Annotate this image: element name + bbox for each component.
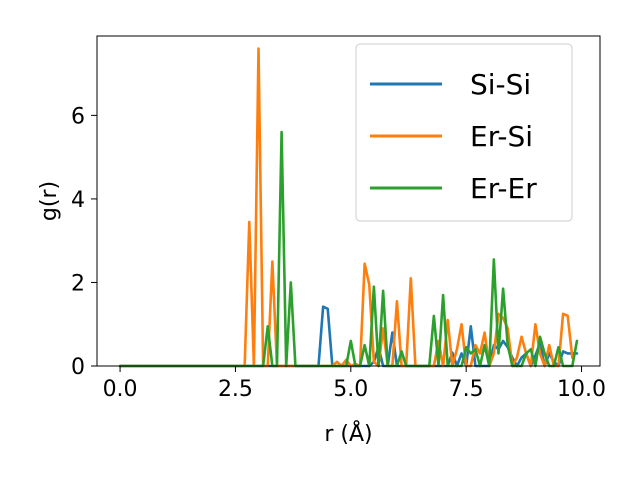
legend-label: Er-Si <box>470 120 533 153</box>
legend-label: Er-Er <box>470 172 537 205</box>
axes-frame <box>96 35 601 367</box>
x-tick-label: 7.5 <box>449 377 484 402</box>
x-axis-ticks: 0.0 2.5 5.0 7.5 10.0 <box>103 366 606 402</box>
y-tick-label: 4 <box>71 188 85 213</box>
y-axis-ticks: 0 2 4 6 <box>71 104 97 380</box>
y-tick-label: 6 <box>71 104 85 129</box>
x-tick-label: 10.0 <box>557 377 606 402</box>
y-axis-label: g(r) <box>37 181 62 221</box>
legend-box <box>355 43 573 222</box>
legend: Si-Si Er-Si Er-Er <box>355 43 573 222</box>
x-tick-label: 5.0 <box>333 377 368 402</box>
x-tick-label: 0.0 <box>103 377 138 402</box>
x-axis-label: r (Å) <box>324 420 372 447</box>
series-line-er-er <box>118 130 579 368</box>
y-tick-label: 0 <box>71 355 85 380</box>
legend-label: Si-Si <box>470 68 531 101</box>
y-tick-label: 2 <box>71 271 85 296</box>
x-tick-label: 2.5 <box>218 377 253 402</box>
